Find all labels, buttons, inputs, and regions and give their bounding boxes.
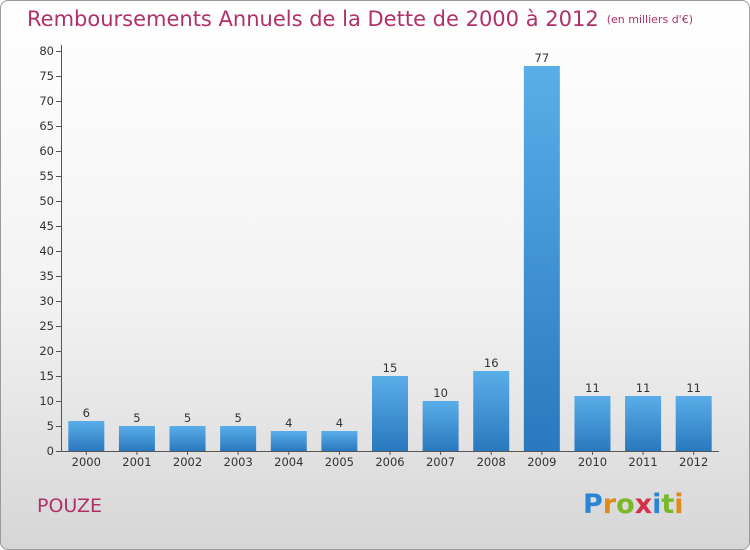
- x-tick-label: 2011: [628, 455, 657, 469]
- y-tick-label: 50: [39, 194, 54, 208]
- y-tick-label: 0: [47, 444, 54, 458]
- x-tick-label: 2002: [173, 455, 202, 469]
- y-tick-label: 55: [39, 169, 54, 183]
- y-tick-label: 10: [39, 394, 54, 408]
- y-tick-label: 30: [39, 294, 54, 308]
- x-tick-label: 2012: [679, 455, 708, 469]
- value-label: 11: [636, 381, 651, 395]
- x-tick-label: 2003: [224, 455, 253, 469]
- x-tick-label: 2010: [578, 455, 607, 469]
- y-tick-label: 65: [39, 119, 54, 133]
- y-tick-label: 75: [39, 69, 54, 83]
- value-label: 6: [83, 406, 90, 420]
- value-label: 11: [686, 381, 701, 395]
- bar-2010: [574, 396, 611, 451]
- value-label: 11: [585, 381, 600, 395]
- chart-unit: (en milliers d'€): [606, 13, 693, 26]
- y-tick-label: 35: [39, 269, 54, 283]
- y-tick-label: 40: [39, 244, 54, 258]
- value-label: 10: [433, 386, 448, 400]
- value-label: 5: [234, 411, 241, 425]
- bar-2007: [422, 401, 459, 451]
- bar-2002: [169, 426, 206, 451]
- bar-2001: [118, 426, 155, 451]
- x-tick-label: 2008: [477, 455, 506, 469]
- y-tick-label: 60: [39, 144, 54, 158]
- value-label: 4: [285, 416, 292, 430]
- y-tick-label: 25: [39, 319, 54, 333]
- x-tick-label: 2000: [72, 455, 101, 469]
- value-label: 5: [133, 411, 140, 425]
- bars: [68, 66, 712, 451]
- value-label: 5: [184, 411, 191, 425]
- y-tick-label: 5: [47, 419, 54, 433]
- value-label: 15: [383, 361, 398, 375]
- y-tick-label: 70: [39, 94, 54, 108]
- proxiti-logo: Proxiti: [583, 489, 684, 520]
- value-label: 16: [484, 356, 499, 370]
- bar-2008: [473, 371, 510, 451]
- x-tick-label: 2001: [122, 455, 151, 469]
- value-label: 4: [336, 416, 343, 430]
- y-tick-label: 45: [39, 219, 54, 233]
- x-tick-label: 2007: [426, 455, 455, 469]
- y-tick-label: 20: [39, 344, 54, 358]
- chart-title-text: Remboursements Annuels de la Dette de 20…: [27, 7, 599, 31]
- x-tick-label: 2005: [325, 455, 354, 469]
- bar-2000: [68, 421, 105, 451]
- x-tick-label: 2004: [274, 455, 303, 469]
- x-tick-label: 2006: [375, 455, 404, 469]
- value-labels: 6 5 5 5 4 4 15 10 16 77 11 11 11: [83, 51, 701, 430]
- bar-2011: [625, 396, 662, 451]
- commune-name: POUZE: [37, 495, 103, 517]
- value-label: 77: [535, 51, 550, 65]
- bar-2003: [220, 426, 257, 451]
- bar-2006: [372, 376, 408, 451]
- y-tick-label: 80: [39, 44, 54, 58]
- x-tick-label: 2009: [527, 455, 556, 469]
- bar-2005: [321, 431, 358, 451]
- bar-2009: [523, 66, 560, 451]
- chart-title: Remboursements Annuels de la Dette de 20…: [27, 7, 693, 31]
- bar-2004: [270, 431, 307, 451]
- y-tick-label: 15: [39, 369, 54, 383]
- bar-2012: [675, 396, 712, 451]
